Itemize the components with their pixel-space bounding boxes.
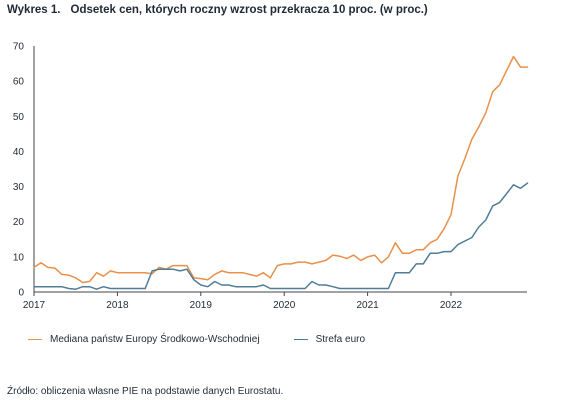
y-tick-label: 10	[13, 252, 25, 263]
chart-axes: 0 10 20 30 40 50 60 70 2017 2018 2019 2020 2021 2022	[13, 42, 527, 311]
y-tick-label: 60	[13, 77, 25, 88]
legend-swatch-cee	[28, 339, 42, 340]
y-tick-label: 70	[13, 42, 25, 53]
figure-title: Odsetek cen, których roczny wzrost przek…	[70, 4, 428, 16]
x-tick-label: 2017	[23, 300, 46, 311]
chart-series	[33, 55, 529, 290]
line-chart: 0 10 20 30 40 50 60 70 2017 2018 2019 2020 2021 2022	[13, 42, 529, 311]
x-tick-label: 2022	[440, 300, 463, 311]
x-tick-label: 2019	[190, 300, 213, 311]
legend-label-euro: Strefa euro	[315, 334, 366, 345]
legend-item-euro: Strefa euro	[293, 334, 366, 345]
series-line-cee	[33, 55, 529, 284]
chart-title: Wykres 1. Odsetek cen, których roczny wzr…	[7, 4, 428, 16]
legend-label-cee: Mediana państw Europy Środkowo-Wschodnie…	[50, 334, 260, 345]
legend-item-cee: Mediana państw Europy Środkowo-Wschodnie…	[28, 334, 260, 345]
chart-legend: Mediana państw Europy Środkowo-Wschodnie…	[28, 334, 399, 345]
x-tick-label: 2018	[106, 300, 129, 311]
y-tick-label: 30	[13, 182, 25, 193]
y-tick-label: 40	[13, 147, 25, 158]
y-tick-label: 20	[13, 217, 25, 228]
legend-swatch-euro	[293, 339, 308, 340]
x-tick-label: 2021	[356, 300, 379, 311]
y-tick-label: 0	[18, 288, 24, 299]
figure-label: Wykres 1.	[7, 4, 61, 16]
x-tick-label: 2020	[273, 300, 296, 311]
y-tick-label: 50	[13, 112, 25, 123]
series-line-euro	[33, 182, 529, 290]
source-note: Źródło: obliczenia własne PIE na podstaw…	[7, 386, 284, 397]
